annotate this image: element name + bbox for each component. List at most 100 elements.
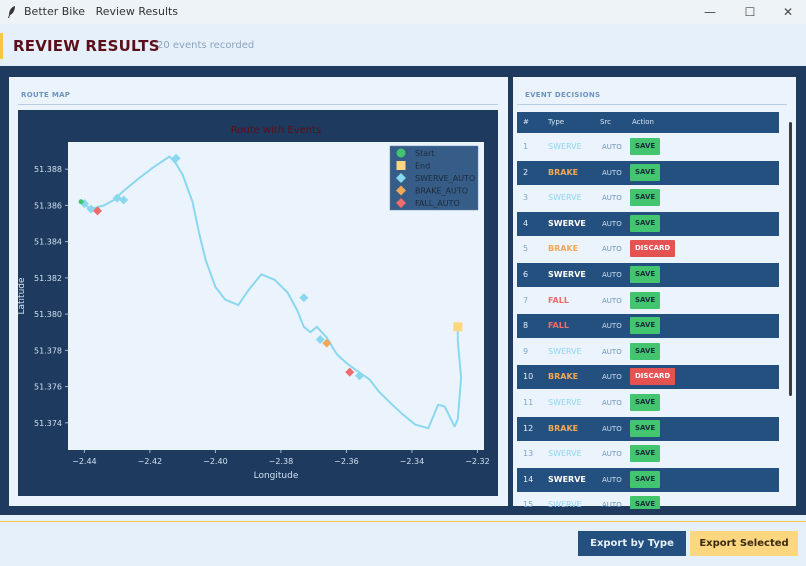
row-source: AUTO — [602, 347, 622, 356]
save-button[interactable]: SAVE — [630, 496, 661, 509]
row-number: 8 — [523, 321, 529, 331]
route-map-label: ROUTE MAP — [21, 91, 71, 99]
feather-icon — [8, 6, 15, 18]
minimize-button[interactable]: — — [704, 5, 716, 19]
row-number: 13 — [523, 449, 534, 459]
save-button[interactable]: SAVE — [630, 266, 661, 283]
table-row: 8 FALL AUTO SAVE — [517, 314, 779, 339]
y-tick-label: 51.376 — [34, 383, 62, 392]
event-marker-swerve — [355, 371, 365, 381]
x-tick-label: −2.38 — [269, 457, 294, 466]
row-type: BRAKE — [548, 423, 579, 433]
scrollbar[interactable] — [789, 122, 792, 396]
row-number: 1 — [523, 142, 529, 151]
event-marker-brake — [322, 338, 332, 348]
legend-marker — [396, 198, 406, 208]
page-title: REVIEW RESULTS — [13, 37, 160, 55]
table-row: 10 BRAKE AUTO DISCARD — [517, 365, 779, 390]
row-type: SWERVE — [548, 346, 582, 356]
route-map-divider — [18, 104, 498, 105]
save-button[interactable]: SAVE — [630, 138, 661, 155]
row-source: AUTO — [602, 399, 622, 407]
event-marker-swerve — [86, 204, 96, 214]
row-source: AUTO — [602, 296, 622, 305]
route-map-figure[interactable]: Route with Events −2.44 −2.42 −2.40 −2.38 −2.… — [17, 110, 498, 496]
footer-divider — [0, 521, 806, 522]
maximize-button[interactable]: ☐ — [744, 5, 756, 19]
y-tick-label: 51.374 — [34, 419, 62, 428]
row-number: 12 — [523, 423, 534, 433]
col-src: Src — [600, 118, 612, 126]
row-number: 11 — [523, 398, 534, 407]
save-button[interactable]: SAVE — [630, 189, 661, 207]
row-number: 10 — [523, 372, 534, 382]
window-title: Better Bike Review Results — [24, 5, 178, 18]
x-tick-label: −2.36 — [334, 457, 359, 466]
event-marker-swerve — [119, 195, 129, 205]
table-row: 12 BRAKE AUTO SAVE — [517, 416, 779, 441]
route-line — [80, 155, 463, 430]
discard-button[interactable]: DISCARD — [630, 240, 676, 258]
legend-label: End — [415, 162, 430, 171]
window-app-name: Better Bike — [24, 5, 86, 18]
event-marker-swerve — [315, 334, 325, 344]
save-button[interactable]: SAVE — [630, 470, 661, 488]
discard-button[interactable]: DISCARD — [630, 368, 676, 386]
row-source: AUTO — [602, 143, 622, 151]
x-tick-label: −2.44 — [72, 457, 97, 466]
row-source: AUTO — [602, 219, 622, 228]
legend-marker — [396, 161, 406, 170]
export-by-type-button[interactable]: Export by Type — [578, 531, 686, 556]
close-button[interactable]: ✕ — [782, 5, 794, 19]
legend-label: BRAKE_AUTO — [415, 187, 468, 196]
row-source: AUTO — [602, 194, 622, 203]
header-accent — [0, 33, 3, 59]
start-marker — [78, 199, 84, 205]
y-tick-label: 51.382 — [34, 274, 62, 283]
table-row: 14 SWERVE AUTO SAVE — [517, 467, 779, 492]
table-row: 9 SWERVE AUTO SAVE — [517, 340, 779, 364]
row-type: SWERVE — [548, 398, 582, 407]
event-decisions-divider — [517, 104, 787, 105]
row-number: 3 — [523, 193, 529, 203]
row-type: BRAKE — [548, 244, 579, 254]
legend-label: SWERVE_AUTO — [415, 174, 475, 183]
save-button[interactable]: SAVE — [630, 419, 661, 437]
legend-marker — [396, 148, 406, 158]
save-button[interactable]: SAVE — [630, 163, 661, 181]
export-selected-button[interactable]: Export Selected — [690, 531, 798, 556]
table-row: 11 SWERVE AUTO SAVE — [517, 391, 779, 415]
col-type: Type — [548, 118, 565, 126]
save-button[interactable]: SAVE — [630, 214, 661, 232]
row-source: AUTO — [602, 322, 622, 331]
table-row: 15 SWERVE AUTO SAVE — [517, 493, 779, 509]
table-row: 1 SWERVE AUTO SAVE — [517, 135, 779, 159]
row-source: AUTO — [602, 475, 622, 484]
table-row: 4 SWERVE AUTO SAVE — [517, 211, 779, 236]
x-tick-label: −2.40 — [203, 457, 228, 466]
table-row: 13 SWERVE AUTO SAVE — [517, 442, 779, 466]
save-button[interactable]: SAVE — [630, 445, 661, 463]
page-header — [0, 24, 806, 66]
row-type: SWERVE — [548, 218, 586, 228]
save-button[interactable]: SAVE — [630, 291, 661, 309]
save-button[interactable]: SAVE — [630, 342, 661, 360]
row-type: BRAKE — [548, 372, 579, 382]
save-button[interactable]: SAVE — [630, 317, 661, 335]
col-action: Action — [632, 118, 654, 126]
row-type: SWERVE — [548, 270, 586, 279]
row-type: FALL — [548, 321, 569, 331]
row-source: AUTO — [602, 450, 622, 459]
row-type: SWERVE — [548, 474, 586, 484]
y-tick-label: 51.384 — [34, 238, 62, 247]
save-button[interactable]: SAVE — [630, 394, 661, 411]
event-marker-swerve — [171, 153, 181, 163]
row-type: FALL — [548, 295, 569, 305]
end-marker — [453, 322, 463, 332]
table-row: 2 BRAKE AUTO SAVE — [517, 160, 779, 185]
x-tick-label: −2.32 — [465, 457, 490, 466]
window-subtitle: Review Results — [95, 5, 179, 18]
table-row: 3 SWERVE AUTO SAVE — [517, 186, 779, 210]
event-list: 1 SWERVE AUTO SAVE 2 BRAKE AUTO SAVE 3 SWERVE AUTO… — [517, 135, 779, 509]
row-type: SWERVE — [548, 142, 582, 151]
